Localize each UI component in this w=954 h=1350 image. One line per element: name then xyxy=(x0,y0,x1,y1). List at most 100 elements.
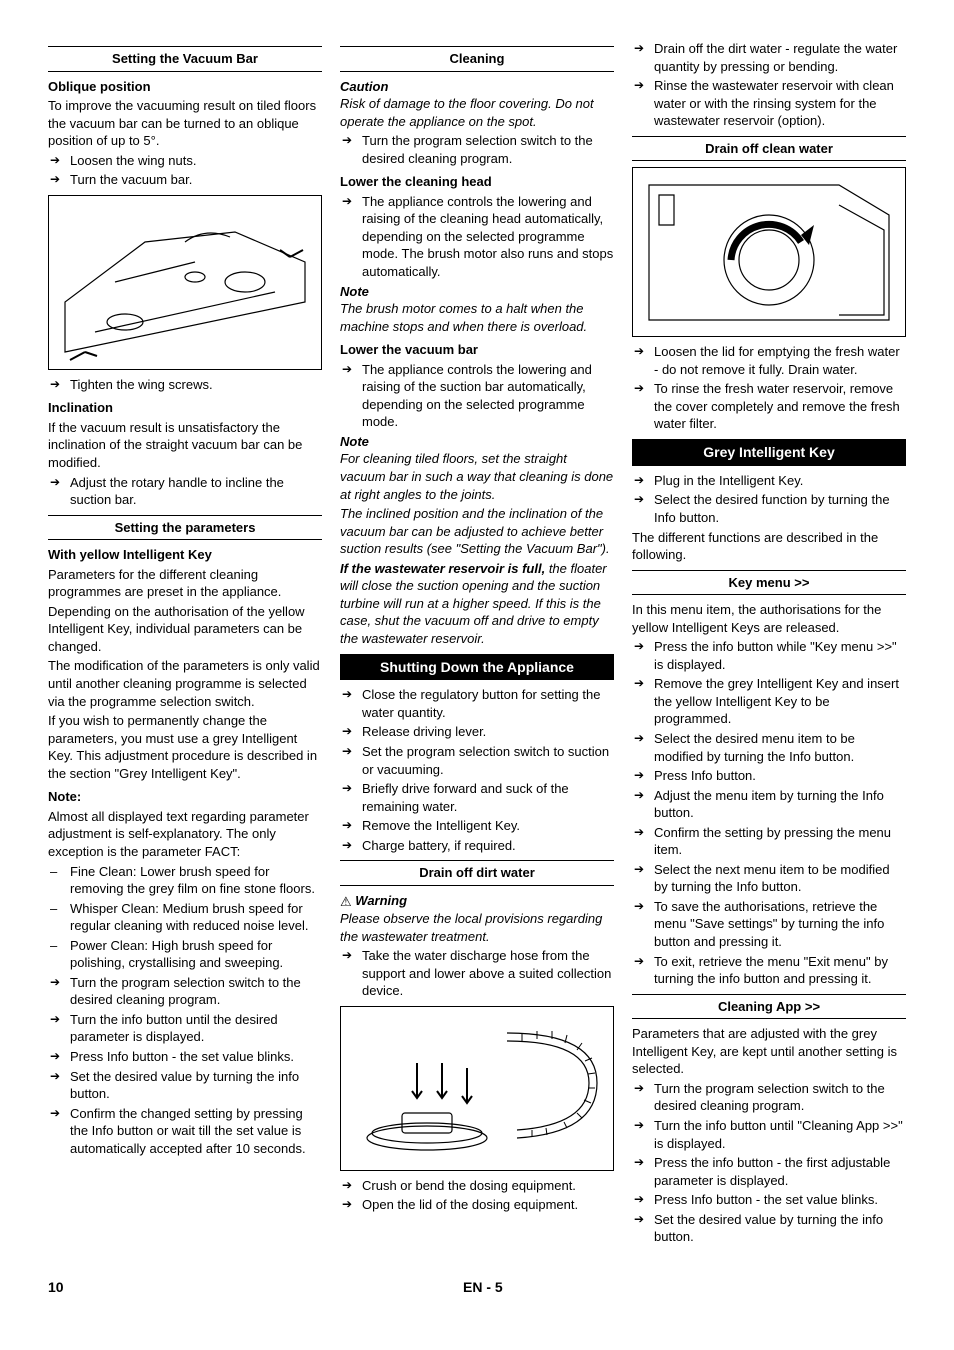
note-text: For cleaning tiled floors, set the strai… xyxy=(340,450,614,503)
heading-setting-parameters: Setting the parameters xyxy=(48,515,322,541)
subhead-yellow-key: With yellow Intelligent Key xyxy=(48,546,322,564)
step: Turn the vacuum bar. xyxy=(48,171,322,189)
steps: Close the regulatory button for setting … xyxy=(340,686,614,854)
step: Remove the Intelligent Key. xyxy=(340,817,614,835)
warning-label: Warning xyxy=(355,893,407,908)
step: Set the desired value by turning the inf… xyxy=(48,1068,322,1103)
heading-grey-key: Grey Intelligent Key xyxy=(632,439,906,466)
step: Set the program selection switch to suct… xyxy=(340,743,614,778)
step: Tighten the wing screws. xyxy=(48,376,322,394)
page-footer: 10 EN - 5 xyxy=(48,1278,906,1297)
step: Take the water discharge hose from the s… xyxy=(340,947,614,1000)
step: Charge battery, if required. xyxy=(340,837,614,855)
step: Loosen the lid for emptying the fresh wa… xyxy=(632,343,906,378)
steps: The appliance controls the lowering and … xyxy=(340,361,614,431)
step: Plug in the Intelligent Key. xyxy=(632,472,906,490)
step: Press the info button - the first adjust… xyxy=(632,1154,906,1189)
step: Press Info button. xyxy=(632,767,906,785)
figure-vacuum-bar xyxy=(48,195,322,370)
text: The different functions are described in… xyxy=(632,529,906,564)
step: Select the desired function by turning t… xyxy=(632,491,906,526)
step: To rinse the fresh water reservoir, remo… xyxy=(632,380,906,433)
step: Press Info button - the set value blinks… xyxy=(632,1191,906,1209)
step: Remove the grey Intelligent Key and inse… xyxy=(632,675,906,728)
step: Rinse the wastewater reservoir with clea… xyxy=(632,77,906,130)
text: Depending on the authorisation of the ye… xyxy=(48,603,322,656)
list: Fine Clean: Lower brush speed for removi… xyxy=(48,863,322,972)
warning-row: ⚠ Warning xyxy=(340,892,614,910)
steps: Turn the program selection switch to the… xyxy=(340,132,614,167)
note-text: The brush motor comes to a halt when the… xyxy=(340,300,614,335)
list-item: Power Clean: High brush speed for polish… xyxy=(48,937,322,972)
text: In this menu item, the authorisations fo… xyxy=(632,601,906,636)
footer-spacer xyxy=(902,1278,906,1297)
step: Adjust the menu item by turning the Info… xyxy=(632,787,906,822)
step: Loosen the wing nuts. xyxy=(48,152,322,170)
step: Select the desired menu item to be modif… xyxy=(632,730,906,765)
note-bold: If the wastewater reservoir is full, xyxy=(340,561,545,576)
heading-cleaning: Cleaning xyxy=(340,46,614,72)
figure-drain-clean xyxy=(632,167,906,337)
heading-shutting-down: Shutting Down the Appliance xyxy=(340,654,614,681)
subhead-oblique: Oblique position xyxy=(48,78,322,96)
step: Crush or bend the dosing equipment. xyxy=(340,1177,614,1195)
step: Release driving lever. xyxy=(340,723,614,741)
steps: Plug in the Intelligent Key. Select the … xyxy=(632,472,906,527)
step: To save the authorisations, retrieve the… xyxy=(632,898,906,951)
step: Turn the info button until "Cleaning App… xyxy=(632,1117,906,1152)
text: Almost all displayed text regarding para… xyxy=(48,808,322,861)
text: If you wish to permanently change the pa… xyxy=(48,712,322,782)
list-item: Fine Clean: Lower brush speed for removi… xyxy=(48,863,322,898)
page-number-left: 10 xyxy=(48,1278,64,1297)
note-text: The inclined position and the inclinatio… xyxy=(340,505,614,558)
heading-drain-dirt: Drain off dirt water xyxy=(340,860,614,886)
step: The appliance controls the lowering and … xyxy=(340,361,614,431)
page-lang: EN - 5 xyxy=(463,1278,503,1297)
step: Press Info button - the set value blinks… xyxy=(48,1048,322,1066)
step: Press the info button while "Key menu >>… xyxy=(632,638,906,673)
note-text: Risk of damage to the floor covering. Do… xyxy=(340,95,614,130)
steps: Turn the program selection switch to the… xyxy=(632,1080,906,1246)
steps: Crush or bend the dosing equipment. Open… xyxy=(340,1177,614,1214)
steps: Tighten the wing screws. xyxy=(48,376,322,394)
steps: Take the water discharge hose from the s… xyxy=(340,947,614,1000)
list-item: Whisper Clean: Medium brush speed for re… xyxy=(48,900,322,935)
column-3: Drain off the dirt water - regulate the … xyxy=(632,40,906,1248)
heading-cleaning-app: Cleaning App >> xyxy=(632,994,906,1020)
steps: Loosen the lid for emptying the fresh wa… xyxy=(632,343,906,433)
step: Confirm the changed setting by pressing … xyxy=(48,1105,322,1158)
heading-key-menu: Key menu >> xyxy=(632,570,906,596)
warning-icon: ⚠ xyxy=(340,894,352,909)
column-2: Cleaning Caution Risk of damage to the f… xyxy=(340,40,614,1248)
step: The appliance controls the lowering and … xyxy=(340,193,614,281)
steps: Press the info button while "Key menu >>… xyxy=(632,638,906,987)
steps: The appliance controls the lowering and … xyxy=(340,193,614,281)
steps: Loosen the wing nuts. Turn the vacuum ba… xyxy=(48,152,322,189)
heading-drain-clean: Drain off clean water xyxy=(632,136,906,162)
steps: Turn the program selection switch to the… xyxy=(48,974,322,1157)
subhead-inclination: Inclination xyxy=(48,399,322,417)
text: If the vacuum result is unsatisfactory t… xyxy=(48,419,322,472)
text: To improve the vacuuming result on tiled… xyxy=(48,97,322,150)
note-text: If the wastewater reservoir is full, the… xyxy=(340,560,614,648)
step: Adjust the rotary handle to incline the … xyxy=(48,474,322,509)
step: Confirm the setting by pressing the menu… xyxy=(632,824,906,859)
steps: Drain off the dirt water - regulate the … xyxy=(632,40,906,130)
figure-hose xyxy=(340,1006,614,1171)
step: Select the next menu item to be modified… xyxy=(632,861,906,896)
subhead-lower-head: Lower the cleaning head xyxy=(340,173,614,191)
note-label: Note xyxy=(340,433,614,451)
note-text: Please observe the local provisions rega… xyxy=(340,910,614,945)
step: Turn the info button until the desired p… xyxy=(48,1011,322,1046)
caution-label: Caution xyxy=(340,78,614,96)
subhead-note: Note: xyxy=(48,788,322,806)
heading-setting-vacuum-bar: Setting the Vacuum Bar xyxy=(48,46,322,72)
step: Set the desired value by turning the inf… xyxy=(632,1211,906,1246)
text: Parameters for the different cleaning pr… xyxy=(48,566,322,601)
step: Close the regulatory button for setting … xyxy=(340,686,614,721)
column-1: Setting the Vacuum Bar Oblique position … xyxy=(48,40,322,1248)
note-label: Note xyxy=(340,283,614,301)
text: Parameters that are adjusted with the gr… xyxy=(632,1025,906,1078)
step: Turn the program selection switch to the… xyxy=(632,1080,906,1115)
step: Open the lid of the dosing equipment. xyxy=(340,1196,614,1214)
